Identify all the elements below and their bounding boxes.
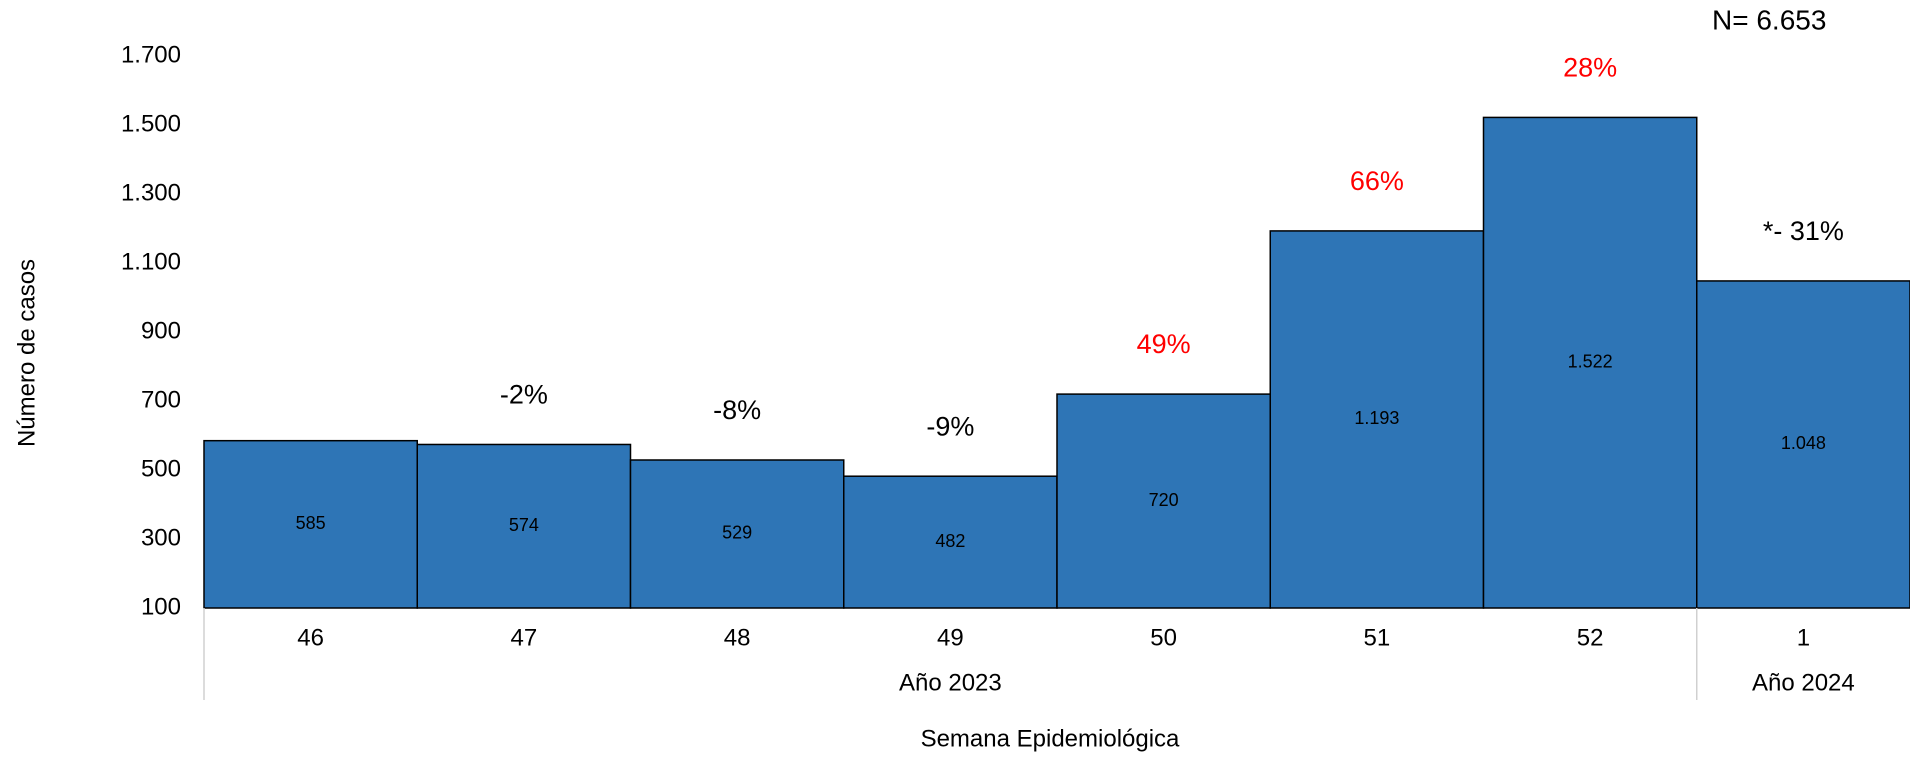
x-tick-label: 51 [1364, 624, 1391, 651]
change-label: -2% [500, 380, 548, 410]
annotation: N= 6.653 [1712, 4, 1826, 35]
value-label: 1.193 [1354, 408, 1399, 428]
bar [203, 439, 418, 609]
x-axis-title: Semana Epidemiológica [921, 725, 1180, 752]
x-tick-label: 46 [297, 624, 324, 651]
value-label: 1.048 [1781, 433, 1826, 453]
y-tick-label: 700 [141, 386, 181, 413]
change-label: 49% [1137, 329, 1191, 359]
change-label: *- 31% [1763, 216, 1844, 246]
y-tick-label: 1.300 [121, 179, 181, 206]
bar [843, 475, 1058, 609]
bar [1056, 393, 1271, 609]
x-tick-label: 48 [724, 624, 751, 651]
bar [1269, 230, 1485, 609]
x-tick-label: 49 [937, 624, 964, 651]
y-tick-label: 900 [141, 317, 181, 344]
value-label: 574 [509, 515, 539, 535]
group-label: Año 2023 [899, 669, 1002, 696]
change-label: -9% [926, 411, 974, 441]
y-axis-title: Número de casos [13, 259, 40, 447]
change-label: -8% [713, 395, 761, 425]
value-label: 529 [722, 523, 752, 543]
y-tick-label: 100 [141, 593, 181, 620]
y-tick-label: 300 [141, 524, 181, 551]
group-label: Año 2024 [1752, 669, 1855, 696]
x-tick-label: 1 [1797, 624, 1810, 651]
y-tick-label: 1.100 [121, 248, 181, 275]
bar [416, 443, 632, 609]
value-label: 1.522 [1568, 351, 1613, 371]
y-tick-label: 500 [141, 455, 181, 482]
value-label: 585 [296, 513, 326, 533]
change-label: 66% [1350, 166, 1404, 196]
y-tick-label: 1.500 [121, 110, 181, 137]
y-tick-label: 1.700 [121, 41, 181, 68]
bar [1482, 116, 1698, 609]
value-label: 720 [1149, 490, 1179, 510]
x-tick-label: 50 [1150, 624, 1177, 651]
bar [1696, 280, 1910, 609]
x-tick-label: 47 [511, 624, 538, 651]
change-label: 28% [1563, 53, 1617, 83]
value-label: 482 [935, 531, 965, 551]
x-tick-label: 52 [1577, 624, 1604, 651]
bar [629, 459, 845, 609]
